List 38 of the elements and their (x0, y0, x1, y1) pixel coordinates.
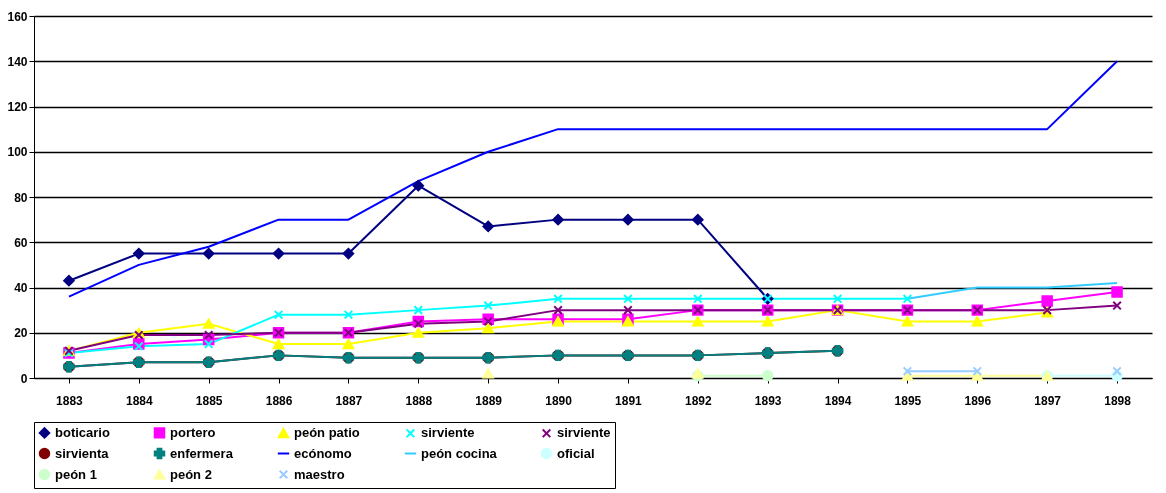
legend-label: portero (170, 424, 216, 440)
legend-label: sirviente (421, 425, 475, 441)
y-tick-label: 140 (7, 54, 28, 69)
x-tick-label: 1887 (335, 393, 363, 408)
y-tick-label: 60 (14, 235, 28, 250)
x-tick-label: 1885 (195, 393, 223, 408)
x-tick-label: 1886 (265, 393, 293, 408)
y-tick-label: 20 (14, 326, 28, 341)
x-tick-label: 1892 (684, 393, 712, 408)
legend-label: ecónomo (294, 445, 352, 461)
legend-label: oficial (557, 445, 595, 461)
legend-label: sirviente (557, 425, 611, 441)
x-tick-label: 1889 (475, 393, 503, 408)
x-tick-label: 1897 (1034, 393, 1062, 408)
x-tick-label: 1895 (894, 393, 922, 408)
y-tick-label: 80 (14, 190, 28, 205)
x-tick-label: 1891 (615, 393, 643, 408)
legend-label: maestro (294, 466, 345, 482)
x-tick-label: 1888 (405, 393, 433, 408)
x-tick-label: 1884 (125, 393, 153, 408)
y-tick-label: 0 (20, 371, 28, 386)
x-tick-label: 1894 (824, 393, 852, 408)
legend-label: sirvienta (55, 445, 110, 461)
legend-label: peón 2 (170, 466, 212, 482)
legend-label: boticario (55, 424, 110, 440)
legend-label: peón cocina (421, 445, 498, 461)
legend-label: peón 1 (55, 466, 97, 482)
legend-label: peón patio (294, 425, 360, 441)
x-tick-label: 1890 (545, 393, 573, 408)
x-tick-label: 1898 (1104, 393, 1132, 408)
y-tick-label: 40 (14, 281, 28, 295)
y-tick-label: 120 (7, 100, 28, 114)
x-tick-label: 1896 (964, 393, 992, 408)
y-tick-label: 160 (7, 9, 28, 24)
legend-label: enfermera (170, 445, 234, 461)
x-tick-label: 1893 (754, 393, 782, 408)
x-tick-label: 1883 (56, 393, 84, 408)
y-tick-label: 100 (7, 145, 28, 160)
